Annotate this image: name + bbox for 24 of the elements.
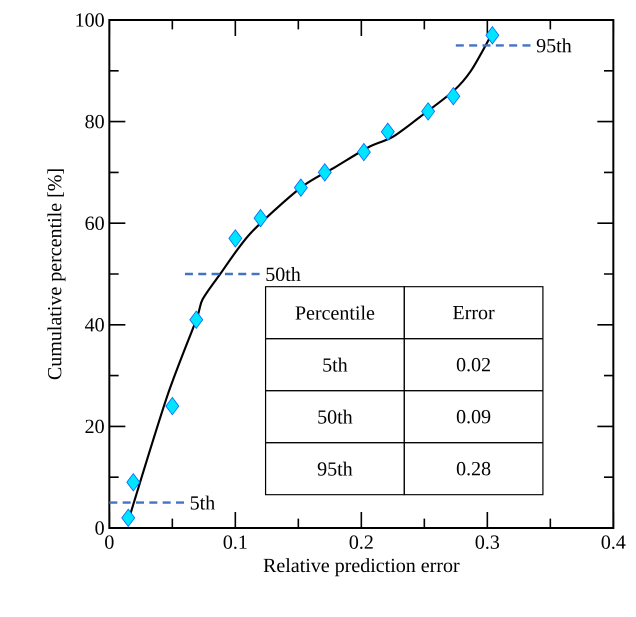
x-axis-title: Relative prediction error — [264, 558, 460, 576]
x-tick-label: 0.3 — [476, 535, 500, 549]
series-label: 5th — [190, 495, 215, 510]
x-tick-label: 0.2 — [350, 535, 373, 549]
y-tick-label: 0 — [95, 521, 104, 535]
y-tick-label: 20 — [86, 419, 104, 433]
annotation: 50th — [318, 410, 352, 424]
annotation: 95th — [318, 462, 352, 476]
annotation: 0.09 — [456, 410, 490, 424]
y-tick-label: 80 — [85, 114, 104, 128]
x-tick-label: 0 — [105, 535, 114, 549]
annotation: 0.28 — [456, 462, 490, 476]
series-label: 95th — [536, 38, 572, 52]
annotation: Percentile — [296, 306, 374, 320]
y-tick-label: 40 — [85, 318, 104, 332]
x-tick-label: 0.4 — [602, 535, 626, 549]
annotation: 0.02 — [456, 358, 490, 372]
annotation: Error — [453, 306, 494, 320]
y-axis-title: Cumulative percentile [%] — [47, 169, 66, 380]
x-tick-label: 0.1 — [224, 535, 247, 549]
series-label: 50th — [266, 266, 301, 281]
annotation: 5th — [323, 358, 348, 372]
y-tick-label: 60 — [85, 216, 104, 230]
y-tick-label: 100 — [76, 13, 104, 27]
